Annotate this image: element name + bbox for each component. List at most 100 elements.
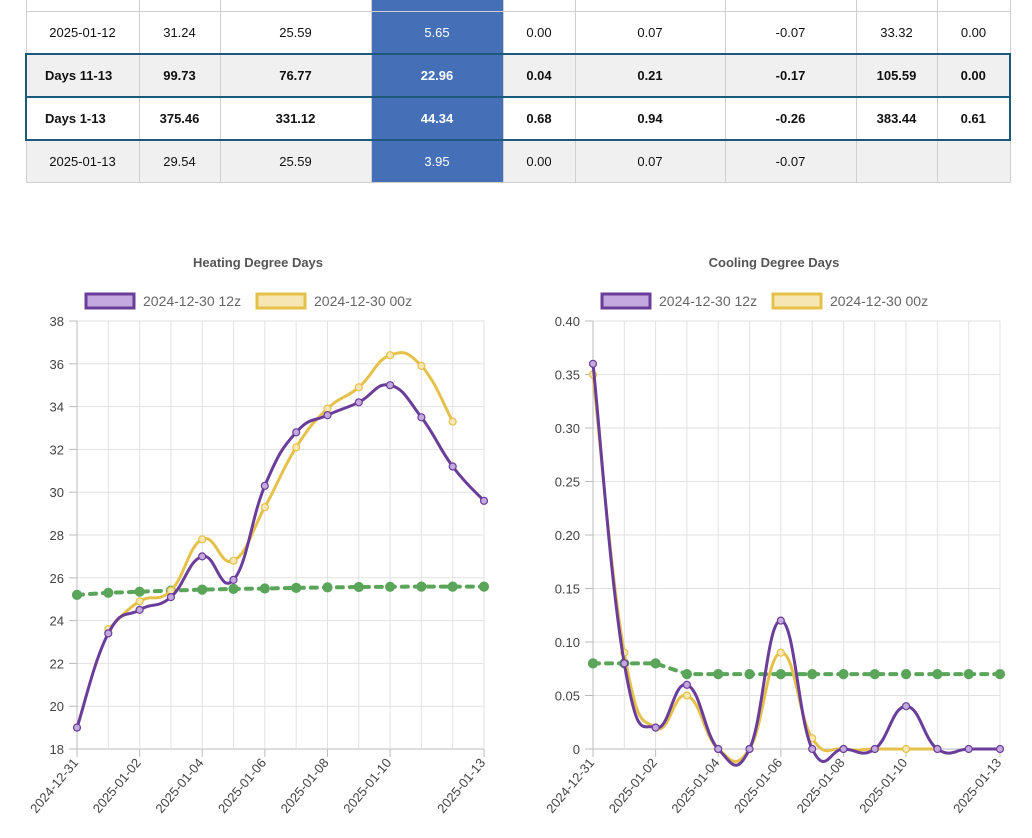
y-tick-label: 24: [50, 614, 64, 629]
x-tick-label: 2024-12-31: [27, 755, 81, 816]
data-point[interactable]: [386, 381, 395, 390]
data-point[interactable]: [744, 669, 755, 680]
table-cell: 0.00: [502, 139, 576, 183]
data-point[interactable]: [385, 581, 396, 592]
data-point[interactable]: [322, 582, 333, 593]
y-tick-label: 34: [50, 400, 64, 415]
data-point[interactable]: [260, 503, 269, 512]
data-point[interactable]: [197, 584, 208, 595]
table-cell: 0.94: [574, 96, 726, 141]
data-point[interactable]: [354, 398, 363, 407]
data-point[interactable]: [838, 669, 849, 680]
chart-title: Heating Degree Days: [193, 255, 323, 270]
data-point[interactable]: [71, 589, 83, 600]
table-cell: 25.59: [219, 139, 372, 183]
data-point[interactable]: [932, 669, 943, 680]
data-point[interactable]: [478, 581, 490, 592]
data-point[interactable]: [994, 669, 1006, 680]
data-point[interactable]: [229, 556, 238, 565]
data-point[interactable]: [808, 744, 817, 754]
data-point[interactable]: [745, 744, 754, 754]
y-tick-label: 36: [50, 357, 64, 372]
data-point[interactable]: [417, 361, 426, 371]
data-point[interactable]: [902, 702, 911, 711]
table-cell: 0.00: [502, 11, 576, 55]
legend-label[interactable]: 2024-12-30 00z: [314, 293, 412, 309]
data-point[interactable]: [807, 669, 818, 680]
data-point[interactable]: [776, 648, 785, 657]
data-point[interactable]: [323, 411, 332, 420]
data-point[interactable]: [995, 744, 1005, 754]
data-point[interactable]: [292, 443, 301, 452]
table-cell: 0.21: [574, 53, 726, 98]
table-cell: 0.07: [574, 11, 726, 55]
cdd-chart-svg: Cooling Degree Days 2024-12-30 12z 2024-12…: [543, 255, 1006, 816]
data-point[interactable]: [901, 669, 912, 680]
data-point[interactable]: [198, 552, 207, 561]
x-tick-label: 2025-01-13: [434, 755, 488, 816]
data-point[interactable]: [103, 587, 114, 598]
data-point[interactable]: [228, 583, 239, 594]
data-point[interactable]: [620, 659, 629, 668]
data-point[interactable]: [479, 496, 489, 505]
data-point[interactable]: [448, 462, 457, 471]
chart-title: Cooling Degree Days: [709, 255, 840, 270]
data-point[interactable]: [260, 481, 269, 490]
data-point[interactable]: [870, 744, 879, 754]
data-point[interactable]: [198, 535, 207, 544]
data-point[interactable]: [964, 744, 973, 754]
data-point[interactable]: [447, 581, 458, 592]
data-point[interactable]: [963, 669, 974, 680]
cdd-chart: Cooling Degree Days 2024-12-30 12z 2024-12…: [516, 240, 1032, 838]
y-tick-label: 22: [50, 656, 64, 671]
data-point[interactable]: [291, 582, 302, 593]
table-cell: 31.24: [138, 11, 221, 55]
data-point[interactable]: [651, 723, 660, 732]
table-cell: 331.12: [219, 96, 372, 141]
data-point[interactable]: [259, 583, 270, 594]
data-point[interactable]: [386, 351, 395, 360]
table-cell: [502, 0, 576, 12]
data-point[interactable]: [776, 616, 785, 625]
table-cell: 76.77: [219, 53, 372, 98]
data-point[interactable]: [448, 417, 457, 426]
data-point[interactable]: [354, 383, 363, 392]
data-point[interactable]: [588, 359, 598, 368]
table-cell: 3.95: [370, 139, 504, 183]
data-point[interactable]: [713, 669, 724, 680]
data-point[interactable]: [166, 593, 175, 602]
data-point[interactable]: [353, 581, 364, 593]
data-point[interactable]: [682, 680, 691, 689]
data-point[interactable]: [933, 744, 942, 754]
data-point[interactable]: [135, 605, 144, 614]
legend-swatch: [84, 292, 136, 310]
table-cell: 0.04: [502, 53, 576, 98]
data-point[interactable]: [587, 658, 599, 669]
table-cell: 5.65: [370, 11, 504, 55]
data-point[interactable]: [134, 586, 145, 597]
data-point[interactable]: [869, 669, 880, 680]
y-tick-label: 0: [573, 742, 580, 757]
data-point[interactable]: [229, 575, 238, 584]
y-tick-label: 18: [50, 742, 64, 757]
data-point[interactable]: [104, 629, 113, 638]
data-point[interactable]: [839, 744, 848, 754]
data-point[interactable]: [135, 597, 144, 606]
table-cell: 0.68: [502, 96, 576, 141]
legend-label[interactable]: 2024-12-30 00z: [830, 293, 928, 309]
data-point[interactable]: [682, 691, 691, 700]
table-cell: 99.73: [138, 53, 221, 98]
data-point[interactable]: [714, 744, 723, 754]
x-tick-label: 2025-01-04: [152, 755, 206, 816]
data-point[interactable]: [416, 581, 427, 592]
legend-label[interactable]: 2024-12-30 12z: [143, 293, 241, 309]
data-point[interactable]: [650, 658, 661, 669]
data-point[interactable]: [775, 669, 786, 680]
data-point[interactable]: [72, 723, 82, 732]
data-point[interactable]: [292, 428, 301, 437]
data-point[interactable]: [681, 669, 692, 680]
data-point[interactable]: [417, 413, 426, 422]
table-cell: -0.07: [724, 11, 857, 55]
legend-label[interactable]: 2024-12-30 12z: [659, 293, 757, 309]
data-point[interactable]: [902, 744, 911, 754]
